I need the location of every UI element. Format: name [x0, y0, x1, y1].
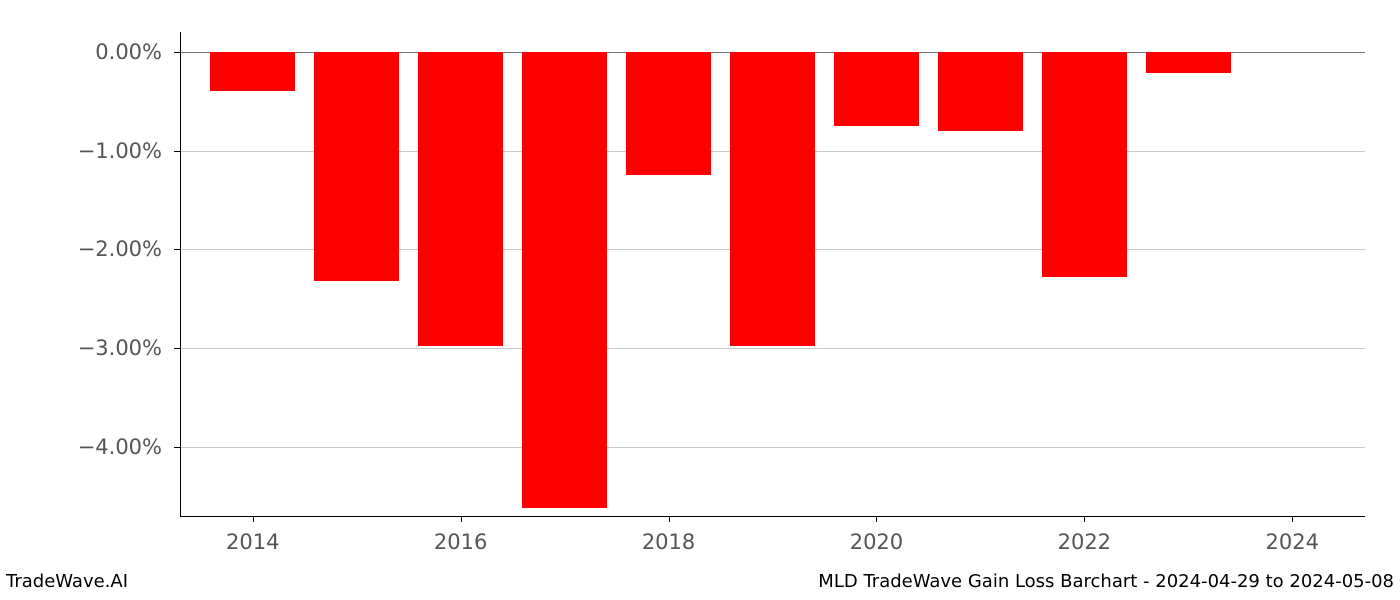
y-axis-line [180, 32, 181, 516]
x-axis-line [180, 516, 1365, 517]
y-gridline [180, 348, 1365, 349]
y-tick-label: −3.00% [78, 336, 180, 360]
bar [730, 52, 815, 346]
bar [210, 52, 295, 92]
bar [626, 52, 711, 175]
bar [314, 52, 399, 281]
x-tick-label: 2016 [434, 516, 487, 554]
footer-right-text: MLD TradeWave Gain Loss Barchart - 2024-… [818, 571, 1394, 592]
x-tick-label: 2020 [850, 516, 903, 554]
bar [522, 52, 607, 508]
y-tick-label: 0.00% [95, 40, 180, 64]
bar [1146, 52, 1231, 74]
x-tick-label: 2014 [226, 516, 279, 554]
y-tick-label: −1.00% [78, 139, 180, 163]
x-tick-label: 2022 [1058, 516, 1111, 554]
y-gridline [180, 447, 1365, 448]
plot-area: 0.00%−1.00%−2.00%−3.00%−4.00%20142016201… [180, 32, 1365, 516]
figure: 0.00% −1.00% −2.00% −3.00% −4.00% 2014 2016 201… [0, 0, 1400, 600]
bar [1042, 52, 1127, 277]
bar [938, 52, 1023, 131]
bar [418, 52, 503, 346]
bar [834, 52, 919, 126]
footer-left-text: TradeWave.AI [6, 571, 128, 592]
x-tick-label: 2024 [1266, 516, 1319, 554]
x-tick-label: 2018 [642, 516, 695, 554]
y-tick-label: −4.00% [78, 435, 180, 459]
y-tick-label: −2.00% [78, 237, 180, 261]
